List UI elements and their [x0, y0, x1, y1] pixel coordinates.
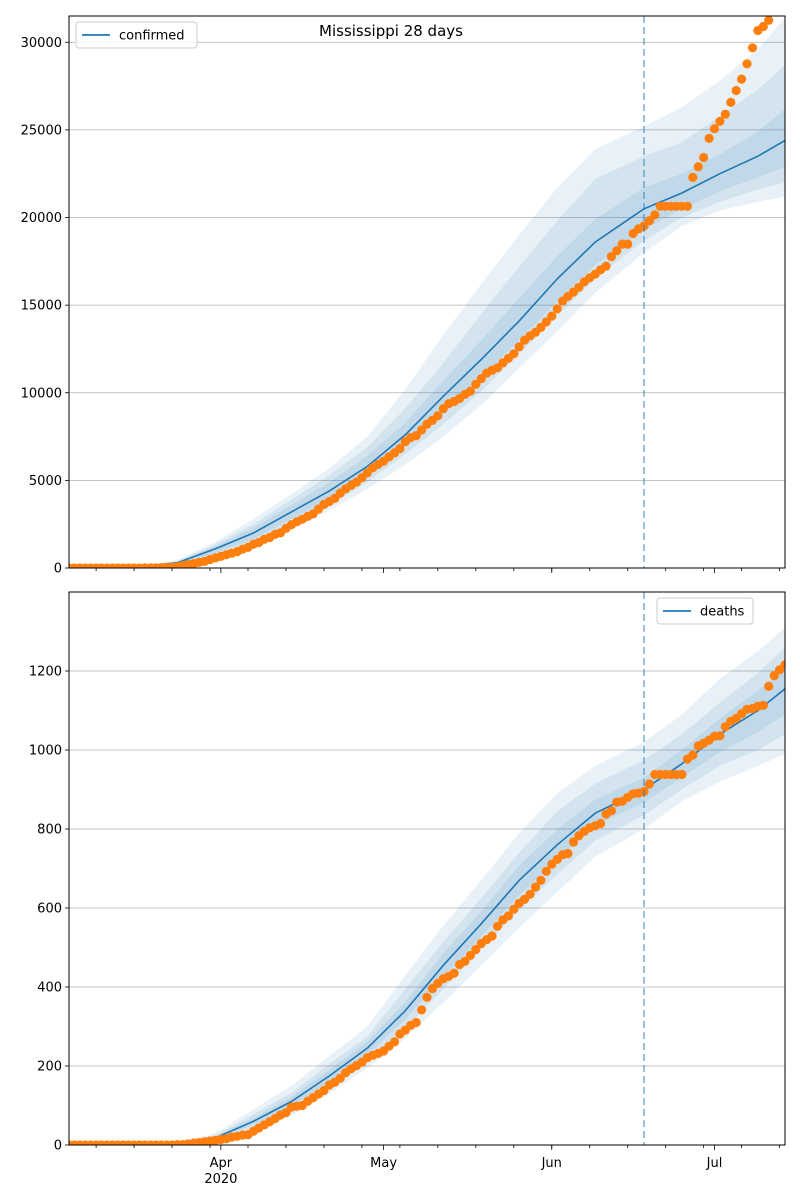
observed-point: [449, 968, 459, 978]
observed-point: [715, 731, 725, 741]
uncertainty-band-2: [69, 108, 785, 568]
confirmed-panel: 0 5000 10000 15000 20000 25000 30000 Mississipp…: [21, 15, 786, 577]
observed-point: [395, 444, 405, 454]
observed-point: [563, 848, 573, 859]
observed-point: [509, 349, 519, 359]
observed-point: [417, 425, 427, 435]
observed-point: [699, 152, 709, 163]
observed-point: [541, 866, 551, 876]
y-tick-label: 200: [37, 1060, 62, 1075]
observed-point: [552, 304, 562, 314]
y-tick-label: 400: [37, 981, 62, 996]
legend-box: [656, 597, 754, 625]
observed-point: [433, 411, 443, 421]
observed-point: [780, 660, 785, 670]
observed-point: [487, 931, 497, 941]
observed-point: [731, 85, 741, 96]
observed-point: [758, 21, 768, 32]
observed-point: [389, 1037, 400, 1047]
observed-point: [460, 956, 470, 966]
y-tick-label: 0: [54, 1139, 62, 1154]
y-tick-label: 15000: [21, 299, 62, 314]
observed-point: [509, 904, 519, 914]
observed-point: [411, 431, 421, 441]
observed-point: [720, 109, 730, 119]
observed-point: [644, 216, 655, 226]
observed-point: [623, 239, 633, 249]
chart-title: Mississippi 28 days: [319, 22, 463, 40]
observed-point: [758, 700, 768, 711]
legend-label: confirmed: [119, 29, 185, 44]
observed-point: [536, 875, 546, 885]
plot-area: [69, 16, 785, 568]
axes-frame: [68, 15, 786, 569]
y-tick-label: 800: [37, 823, 62, 838]
observed-point: [465, 950, 475, 961]
y-tick-label: 5000: [29, 474, 62, 489]
observed-point: [596, 818, 606, 829]
observed-point: [709, 124, 720, 134]
observed-point: [541, 317, 551, 327]
observed-point: [688, 172, 698, 182]
y-tick-label: 1200: [29, 665, 62, 680]
y-tick-label: 30000: [21, 36, 62, 51]
observed-point: [682, 201, 693, 211]
observed-point: [693, 162, 703, 172]
observed-point: [606, 806, 617, 816]
y-tick-label: 25000: [21, 123, 62, 138]
observed-point: [547, 311, 557, 321]
legend-box: [75, 21, 198, 49]
legend-label: deaths: [700, 605, 745, 620]
observed-point: [471, 944, 481, 955]
observed-point: [422, 992, 432, 1002]
observed-point: [747, 43, 758, 53]
uncertainty-band-1: [69, 65, 785, 568]
observed-point: [650, 210, 660, 220]
observed-point: [568, 837, 579, 847]
observed-point: [764, 16, 774, 25]
observed-point: [514, 342, 524, 352]
observed-point: [688, 750, 698, 760]
observed-point: [417, 1005, 427, 1015]
observed-point: [465, 386, 475, 396]
observed-point: [492, 921, 503, 931]
uncertainty-band-0: [69, 627, 785, 1145]
observed-point: [769, 671, 779, 681]
x-tick-label: Apr: [210, 1156, 233, 1171]
model-line: [69, 139, 785, 568]
x-tick-sublabel: 2020: [204, 1172, 237, 1187]
observed-point: [737, 74, 747, 84]
observed-point: [525, 889, 535, 899]
observed-point: [786, 655, 795, 664]
y-tick-label: 1000: [29, 744, 62, 759]
y-tick-label: 600: [37, 902, 62, 917]
axes-frame: [68, 591, 786, 1146]
x-tick-label: Jun: [541, 1156, 562, 1171]
observed-point: [411, 1017, 421, 1028]
observed-point: [612, 246, 622, 256]
observed-point: [601, 261, 611, 271]
observed-point: [530, 882, 541, 892]
uncertainty-band-0: [69, 17, 785, 568]
observed-point: [503, 911, 513, 921]
observed-point: [791, 647, 800, 656]
observed-point: [677, 769, 687, 780]
observed-point: [764, 681, 774, 692]
observed-point: [726, 97, 736, 107]
y-tick-label: 10000: [21, 386, 62, 401]
plot-area: [69, 627, 800, 1145]
y-tick-label: 20000: [21, 211, 62, 226]
observed-point: [644, 779, 655, 789]
observed-point: [704, 133, 714, 143]
observed-point: [715, 116, 725, 126]
observed-point: [606, 252, 617, 262]
x-tick-label: May: [370, 1156, 397, 1171]
observed-point: [742, 59, 752, 69]
y-tick-label: 0: [54, 562, 62, 577]
x-tick-label: Jul: [706, 1156, 723, 1171]
